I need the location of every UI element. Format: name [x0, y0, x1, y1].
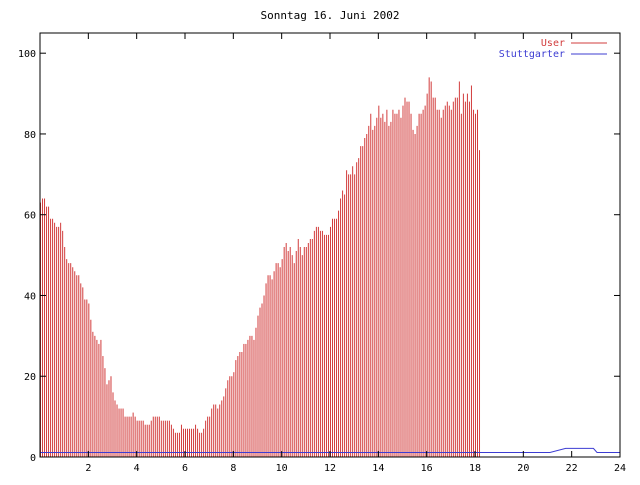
x-tick-label: 6 [182, 463, 188, 474]
y-tick-label: 100 [18, 49, 36, 60]
legend-user-label: User [541, 38, 565, 49]
user-series-bars [40, 77, 481, 457]
legend-stuttgarter-label: Stuttgarter [499, 49, 565, 60]
x-tick-label: 12 [324, 463, 336, 474]
x-tick-label: 22 [566, 463, 578, 474]
y-tick-label: 20 [24, 372, 36, 383]
y-tick-label: 60 [24, 211, 36, 222]
y-tick-label: 0 [30, 453, 36, 464]
x-tick-label: 20 [517, 463, 529, 474]
x-tick-label: 14 [372, 463, 384, 474]
x-tick-label: 4 [134, 463, 140, 474]
y-tick-label: 80 [24, 130, 36, 141]
y-tick-label: 40 [24, 291, 36, 302]
x-tick-label: 16 [421, 463, 433, 474]
x-tick-label: 18 [469, 463, 481, 474]
x-tick-label: 2 [85, 463, 91, 474]
chart-title: Sonntag 16. Juni 2002 [260, 9, 399, 22]
x-tick-label: 8 [230, 463, 236, 474]
x-tick-label: 10 [276, 463, 288, 474]
stuttgarter-line [40, 447, 620, 453]
x-tick-label: 24 [614, 463, 626, 474]
legend: User Stuttgarter [499, 38, 607, 60]
stuttgarter-series-line [40, 447, 620, 453]
